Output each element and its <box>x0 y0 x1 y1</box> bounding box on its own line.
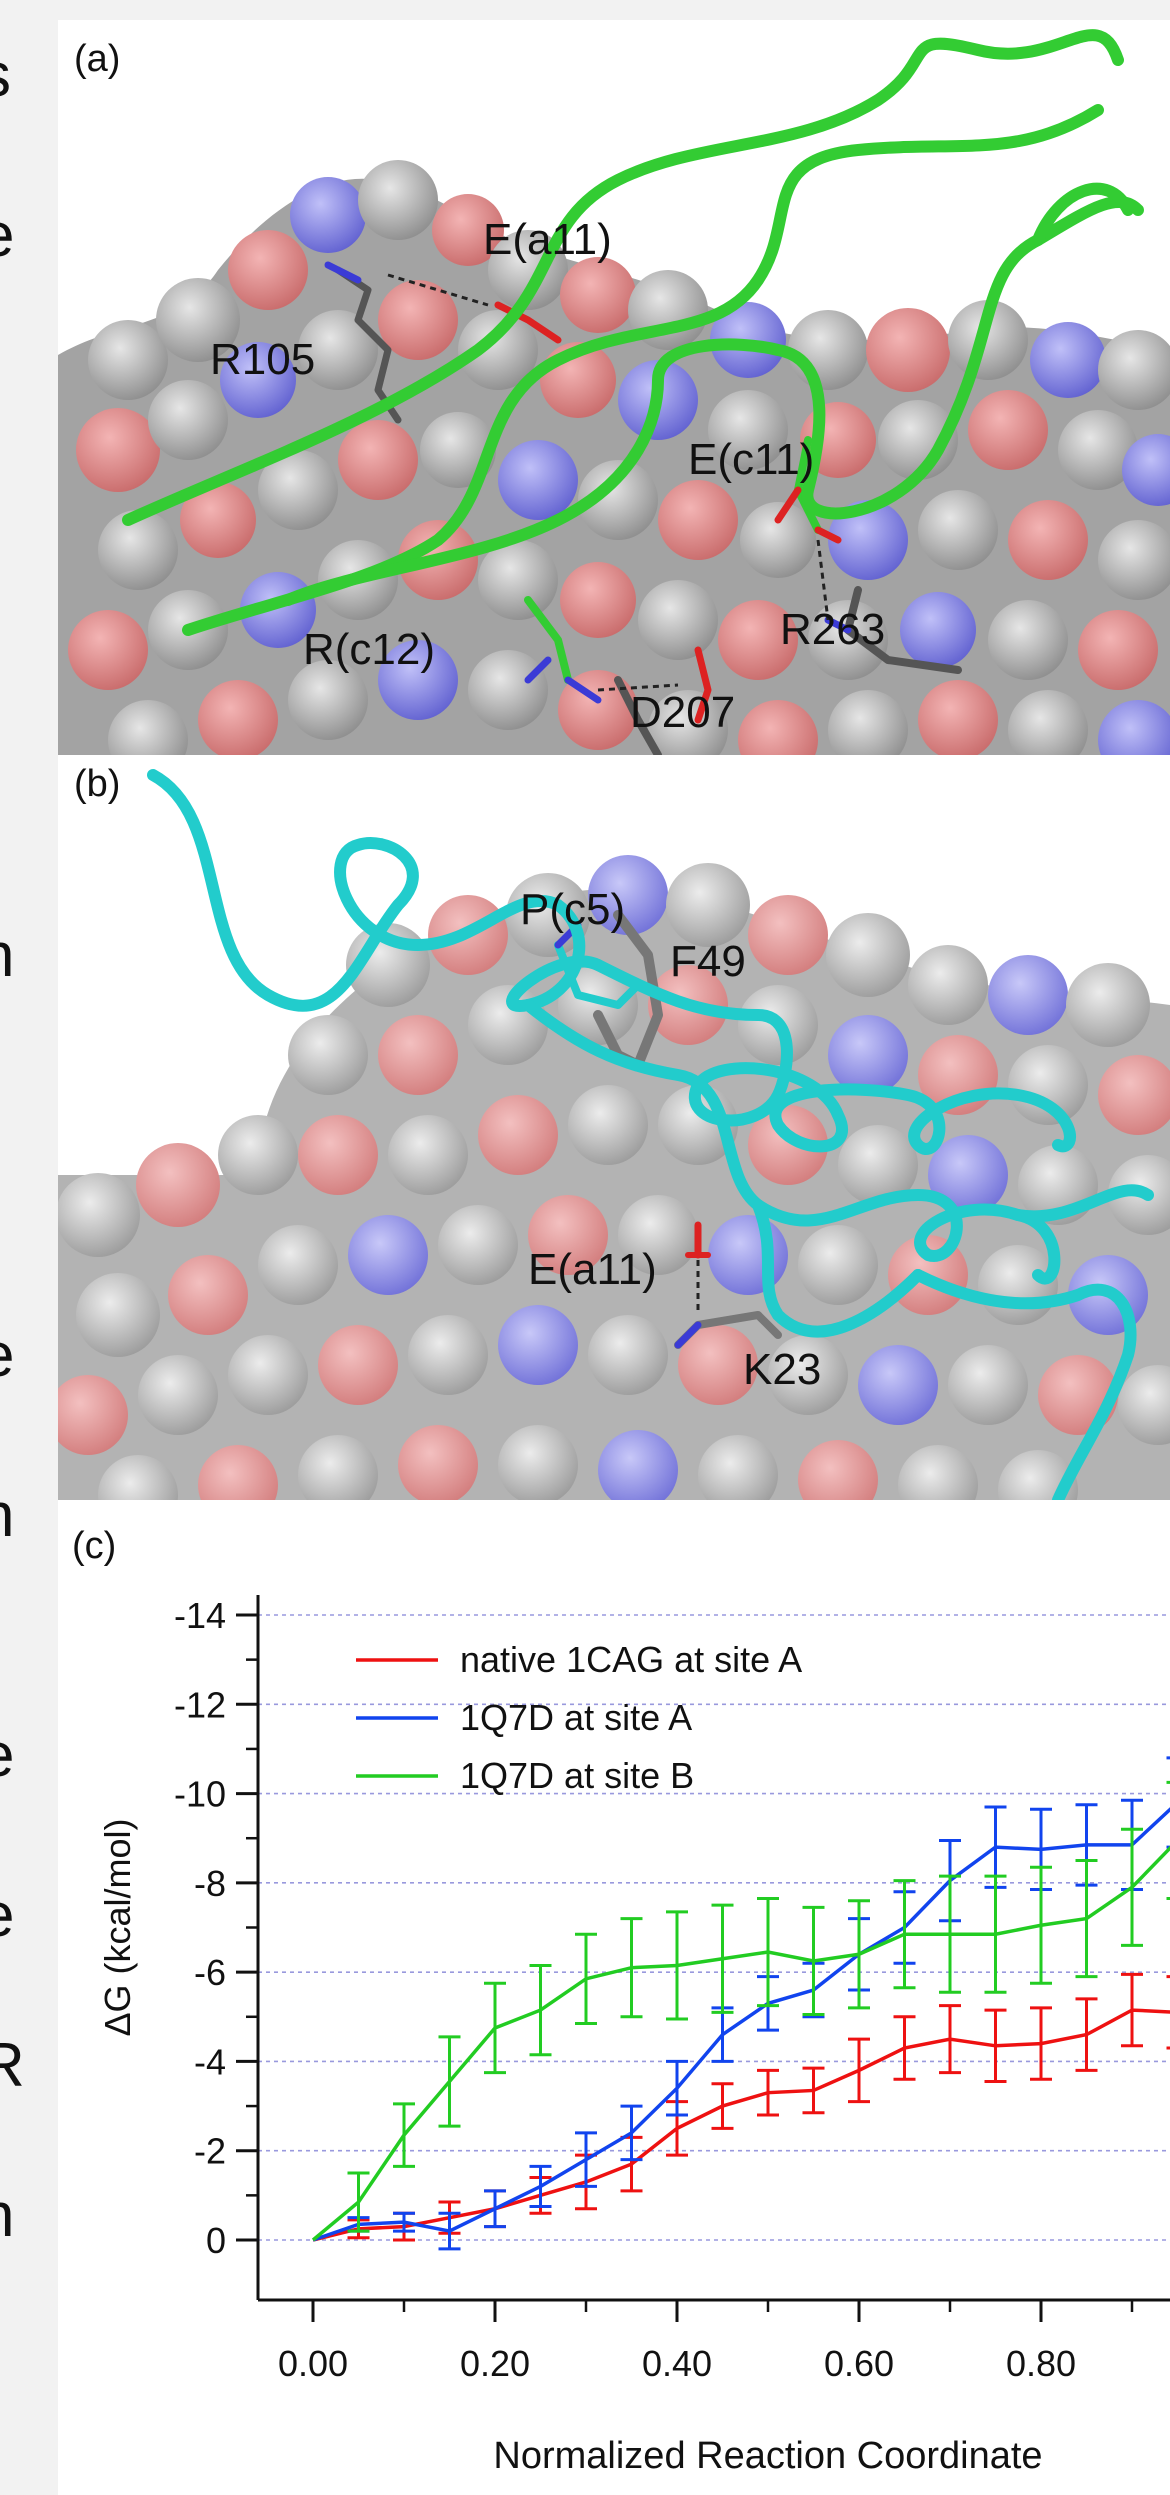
error-bar <box>393 2211 415 2233</box>
error-bar <box>893 1879 916 1990</box>
legend-label: native 1CAG at site A <box>460 1639 802 1680</box>
left-fragment: e <box>0 1720 14 1791</box>
error-bar <box>757 2068 779 2117</box>
legend-label: 1Q7D at site A <box>460 1697 692 1738</box>
residue-label-d207: D207 <box>630 688 736 737</box>
error-bar <box>1030 1865 1052 1985</box>
left-fragment: e <box>0 200 14 271</box>
error-bar <box>711 2006 734 2063</box>
x-axis-label: Normalized Reaction Coordinate <box>493 2435 1042 2477</box>
x-tick-label: 0.80 <box>1006 2343 1076 2384</box>
legend: native 1CAG at site A 1Q7D at site A 1Q7D … <box>356 1639 802 1796</box>
error-bar <box>757 1896 779 2008</box>
error-bar <box>1121 1972 1143 2048</box>
error-bar <box>893 2015 916 2081</box>
panel-a: (a) E(a11) R105 E(c11) R(c12) R263 D207 <box>58 20 1170 755</box>
error-bar <box>1075 1997 1098 2072</box>
left-fragment: n <box>0 920 14 991</box>
left-text-fragments: serllnreneeRnr <box>0 0 58 2495</box>
residue-label-f49: F49 <box>670 937 746 986</box>
residue-label-r-c12: R(c12) <box>303 625 436 674</box>
error-bar <box>1030 2006 1052 2081</box>
left-fragment: R <box>0 2031 25 2100</box>
residue-label-r263: R263 <box>780 605 886 654</box>
error-bar <box>711 2082 734 2130</box>
error-bar <box>393 2102 415 2168</box>
error-bar <box>848 2037 870 2104</box>
error-bar <box>438 2211 461 2251</box>
error-bar <box>1166 1756 1170 1849</box>
residue-label-r105: R105 <box>210 335 316 384</box>
error-bar <box>347 2171 370 2233</box>
delta-g-chart: (c) 0 -2 -4 -6 -8 -10 -12 -14 0.00 0.20 0.40 0.60 0.8… <box>72 1525 1170 2477</box>
left-fragment: r <box>0 1080 1 1151</box>
y-axis-label: ΔG (kcal/mol) <box>97 1818 138 2036</box>
x-tick-label: 0.40 <box>642 2343 712 2384</box>
error-bar <box>529 2164 552 2209</box>
error-bar <box>711 1903 734 2014</box>
panel-a-structure <box>58 29 1170 755</box>
error-bar <box>575 1932 597 2025</box>
y-tick-label: -2 <box>194 2131 226 2172</box>
hbonds-a <box>387 273 830 692</box>
y-tick-label: 0 <box>206 2220 226 2261</box>
panel-c-label: (c) <box>72 1525 116 1567</box>
error-bar <box>984 2008 1007 2084</box>
x-tick-label: 0.20 <box>460 2343 530 2384</box>
panel-c: (c) 0 -2 -4 -6 -8 -10 -12 -14 0.00 0.20 0.40 0.60 0.8… <box>58 1500 1170 2495</box>
y-tick-label: -6 <box>194 1952 226 1993</box>
error-bar <box>620 1917 643 2019</box>
left-fragment: s <box>0 40 11 111</box>
y-tick-label: -14 <box>174 1595 226 1636</box>
error-bar <box>666 2059 688 2117</box>
left-fragment: r <box>0 2330 1 2401</box>
figure: (a) E(a11) R105 E(c11) R(c12) R263 D207 <box>58 20 1170 2495</box>
panel-a-label: (a) <box>74 38 121 80</box>
x-tick-label: 0.00 <box>278 2343 348 2384</box>
error-bar <box>1075 1859 1098 1979</box>
residue-label-e-a11-b: E(a11) <box>528 1245 657 1294</box>
series-0 <box>312 1972 1170 2242</box>
panel-b-label: (b) <box>74 763 121 805</box>
series-2 <box>311 1780 1170 2242</box>
residue-label-e-a11: E(a11) <box>483 215 612 264</box>
residue-label-k23: K23 <box>743 1345 822 1394</box>
error-bar <box>939 1874 961 1994</box>
error-bar <box>529 1963 552 2057</box>
error-bar <box>1121 1827 1143 1947</box>
left-fragment: n <box>0 1480 14 1551</box>
error-bar <box>438 2035 461 2128</box>
error-bar <box>484 2189 506 2229</box>
y-tick-label: -4 <box>194 2041 226 2082</box>
error-bar <box>666 1910 688 2021</box>
left-fragment: r <box>0 360 1 431</box>
side-chains-a <box>324 261 962 755</box>
y-tick-label: -10 <box>174 1774 226 1815</box>
residue-label-p-c5: P(c5) <box>520 885 626 934</box>
error-bar <box>620 2104 643 2162</box>
left-fragment: e <box>0 1880 14 1951</box>
error-bar <box>939 2004 961 2075</box>
error-bar <box>1166 1780 1170 1900</box>
y-tick-label: -12 <box>174 1684 226 1725</box>
panel-b: (b) P(c5) F49 E(a11) K23 <box>58 755 1170 1500</box>
surface-spheres-a <box>68 160 1170 755</box>
error-bar <box>848 1899 870 2010</box>
error-bar <box>802 2066 825 2115</box>
error-bar <box>484 1981 506 2075</box>
residue-label-e-c11: E(c11) <box>688 435 815 484</box>
left-fragment: e <box>0 1320 14 1391</box>
y-tick-label: -8 <box>194 1863 226 1904</box>
error-bar <box>984 1874 1007 1994</box>
green-ribbon <box>122 29 1144 636</box>
x-tick-label: 0.60 <box>824 2343 894 2384</box>
cyan-ribbon <box>147 769 1154 1500</box>
left-fragment: n <box>0 2180 14 2251</box>
side-chains-b <box>554 910 782 1349</box>
panel-b-structure <box>58 769 1170 1500</box>
legend-label: 1Q7D at site B <box>460 1755 694 1796</box>
error-bar <box>575 2131 597 2188</box>
error-bar <box>802 1905 825 2017</box>
